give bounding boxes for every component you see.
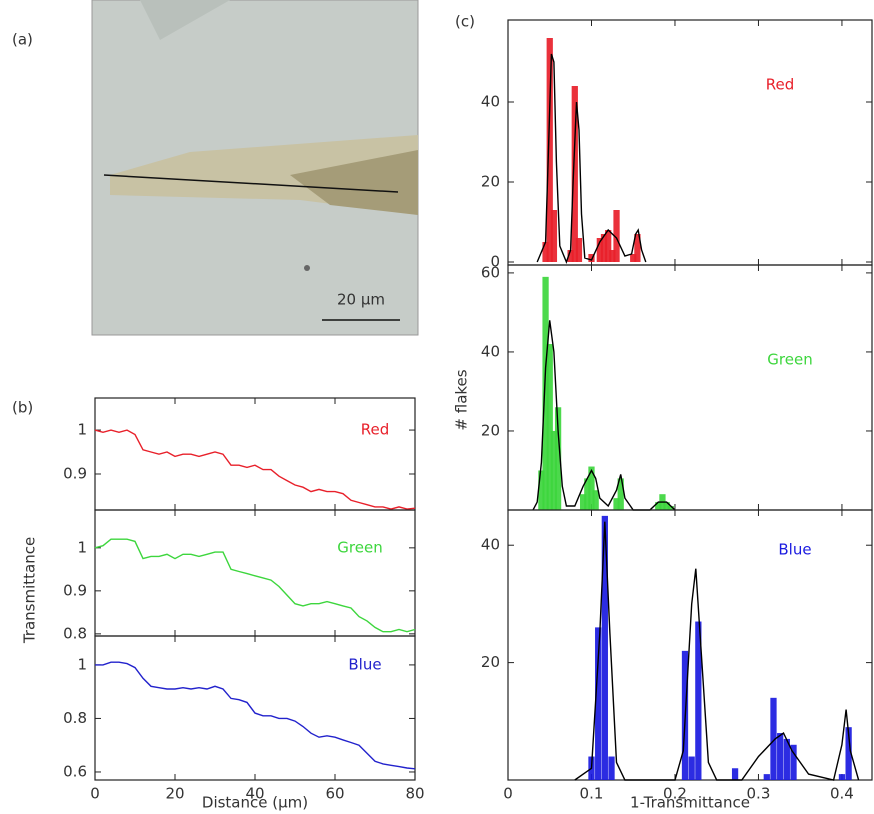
bar bbox=[546, 38, 553, 262]
x-tick-label: 20 bbox=[165, 785, 184, 803]
axes-frame bbox=[94, 509, 416, 637]
bar bbox=[838, 774, 846, 780]
x-tick-label: 0.4 bbox=[830, 785, 854, 803]
bar bbox=[550, 210, 558, 262]
y-tick-label: 0.9 bbox=[63, 581, 87, 599]
fit-line bbox=[536, 53, 647, 264]
bar bbox=[613, 210, 620, 262]
series-label: Blue bbox=[778, 541, 811, 559]
y-tick-label: 1 bbox=[77, 421, 87, 439]
bar bbox=[538, 470, 545, 510]
y-axis-label: # flakes bbox=[453, 369, 471, 430]
data-line bbox=[94, 538, 416, 633]
x-axis-label: Distance (µm) bbox=[202, 794, 308, 812]
y-tick-label: 0.8 bbox=[63, 624, 87, 642]
y-tick-label: 20 bbox=[481, 653, 500, 671]
bar bbox=[845, 727, 852, 780]
series-label: Green bbox=[767, 351, 812, 369]
panel-label: (c) bbox=[455, 13, 475, 31]
bar bbox=[667, 506, 674, 510]
series-label: Blue bbox=[348, 656, 381, 674]
axes-frame bbox=[507, 264, 873, 511]
data-line bbox=[95, 661, 416, 770]
bar bbox=[550, 430, 558, 510]
panel-label: (a) bbox=[12, 31, 33, 49]
x-tick-label: 0.3 bbox=[747, 785, 771, 803]
bar bbox=[688, 756, 695, 780]
bar bbox=[588, 466, 595, 510]
x-tick-label: 0 bbox=[503, 785, 513, 803]
y-tick-label: 0.9 bbox=[63, 464, 87, 482]
y-tick-label: 20 bbox=[481, 173, 500, 191]
y-tick-label: 1 bbox=[77, 538, 87, 556]
bar bbox=[575, 238, 583, 262]
bar bbox=[600, 234, 608, 262]
bar bbox=[663, 502, 670, 510]
bar bbox=[609, 250, 616, 262]
x-axis-label: 1-Transmittance bbox=[630, 794, 750, 812]
bar bbox=[595, 627, 602, 780]
bar bbox=[634, 234, 641, 262]
x-tick-label: 60 bbox=[325, 785, 344, 803]
series-label: Red bbox=[766, 76, 795, 94]
bar bbox=[617, 478, 624, 510]
y-tick-label: 60 bbox=[481, 263, 500, 281]
bar bbox=[588, 254, 595, 262]
bar bbox=[542, 276, 549, 510]
bar bbox=[571, 86, 578, 262]
bar bbox=[554, 407, 562, 510]
axes-frame bbox=[94, 397, 416, 511]
y-tick-label: 1 bbox=[77, 655, 87, 673]
bar bbox=[584, 478, 591, 510]
y-tick-label: 20 bbox=[481, 421, 500, 439]
bar bbox=[731, 768, 739, 780]
bar bbox=[580, 494, 587, 510]
bar bbox=[596, 238, 603, 262]
bar bbox=[546, 344, 553, 510]
bar bbox=[655, 502, 662, 510]
x-tick-label: 40 bbox=[245, 785, 264, 803]
bar bbox=[777, 733, 784, 780]
data-line bbox=[94, 429, 416, 510]
x-tick-label: 0.1 bbox=[580, 785, 604, 803]
bar bbox=[592, 490, 599, 510]
y-axis-label: Transmittance bbox=[21, 537, 39, 644]
bar bbox=[613, 498, 620, 510]
y-tick-label: 0.8 bbox=[63, 709, 87, 727]
bar bbox=[770, 697, 777, 780]
y-tick-label: 40 bbox=[481, 93, 500, 111]
bar bbox=[608, 756, 615, 780]
fit-line bbox=[574, 521, 860, 781]
bar bbox=[763, 774, 770, 780]
bar bbox=[790, 744, 797, 780]
bar bbox=[783, 738, 790, 780]
y-tick-label: 40 bbox=[481, 342, 500, 360]
x-tick-label: 0 bbox=[90, 785, 100, 803]
y-tick-label: 0 bbox=[490, 253, 500, 271]
x-tick-label: 0.2 bbox=[663, 785, 687, 803]
y-tick-label: 40 bbox=[481, 536, 500, 554]
panel-label: (b) bbox=[12, 399, 33, 417]
bar bbox=[542, 242, 549, 262]
bar bbox=[601, 515, 608, 780]
micrograph: 20 µm bbox=[91, 0, 419, 336]
scale-bar-label: 20 µm bbox=[337, 291, 385, 309]
bar bbox=[605, 230, 612, 262]
series-label: Red bbox=[361, 421, 390, 439]
x-tick-label: 80 bbox=[405, 785, 424, 803]
bar bbox=[567, 250, 574, 262]
axes-frame bbox=[507, 19, 873, 266]
series-label: Green bbox=[337, 539, 382, 557]
bar bbox=[695, 621, 702, 780]
bar bbox=[630, 254, 637, 262]
y-tick-label: 0.6 bbox=[63, 762, 87, 780]
